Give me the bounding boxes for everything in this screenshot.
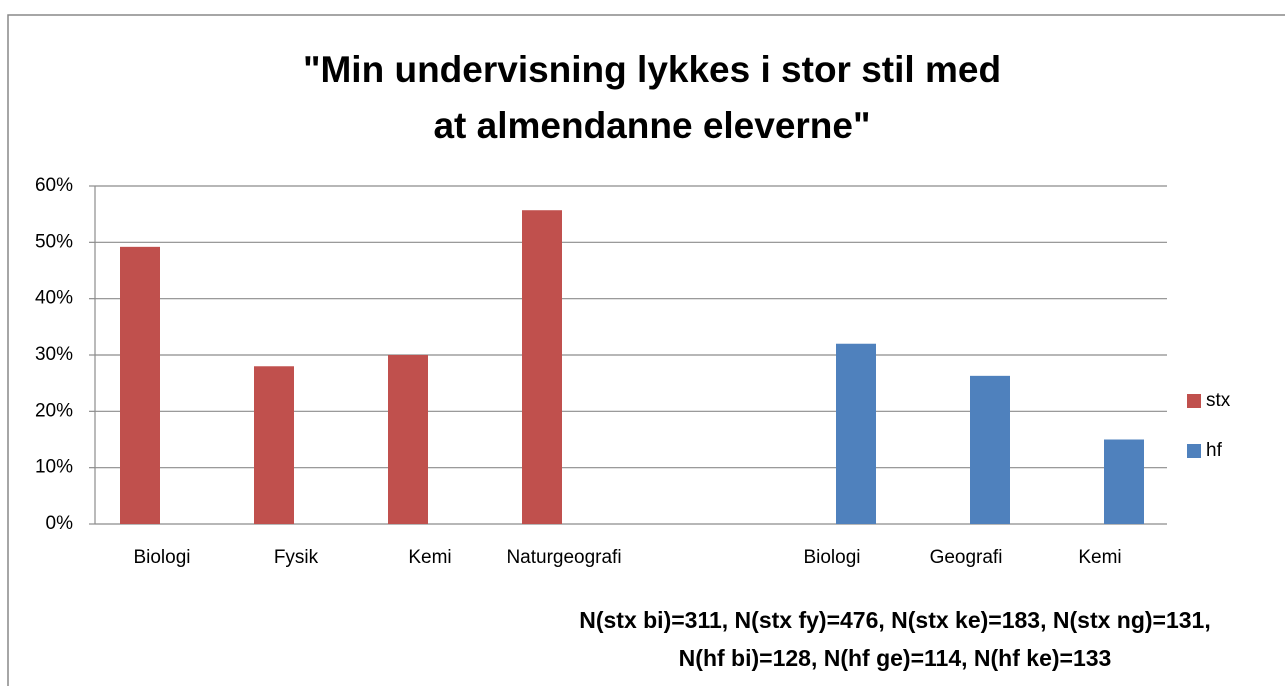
legend-swatch <box>1187 394 1201 408</box>
bar <box>1104 439 1144 524</box>
legend-swatch <box>1187 444 1201 458</box>
y-tick-label: 0% <box>46 513 74 534</box>
y-tick-label: 30% <box>35 344 73 365</box>
annotation: N(stx bi)=311, N(stx fy)=476, N(stx ke)=… <box>579 607 1211 633</box>
legend-label: hf <box>1206 440 1223 461</box>
x-tick-label: Kemi <box>408 547 451 568</box>
bar <box>120 246 160 524</box>
y-tick-label: 60% <box>35 175 73 196</box>
y-tick-label: 20% <box>35 400 73 421</box>
bar <box>254 366 294 524</box>
x-tick-label: Fysik <box>274 547 319 568</box>
y-tick-label: 40% <box>35 288 73 309</box>
x-tick-label: Biologi <box>133 547 190 568</box>
x-tick-label: Biologi <box>803 547 860 568</box>
bar <box>836 343 876 524</box>
x-tick-label: Naturgeografi <box>506 547 621 568</box>
chart-title: "Min undervisning lykkes i stor stil med <box>303 49 1001 90</box>
legend-label: stx <box>1206 390 1231 411</box>
chart-border <box>7 14 1285 686</box>
x-tick-label: Kemi <box>1078 547 1121 568</box>
y-tick-label: 10% <box>35 457 73 478</box>
chart-title: at almendanne eleverne" <box>433 105 870 146</box>
bar <box>388 355 428 524</box>
bar <box>970 375 1010 524</box>
annotation: N(hf bi)=128, N(hf ge)=114, N(hf ke)=133 <box>679 645 1112 671</box>
bar <box>522 210 562 524</box>
y-tick-label: 50% <box>35 231 73 252</box>
x-tick-label: Geografi <box>930 547 1003 568</box>
